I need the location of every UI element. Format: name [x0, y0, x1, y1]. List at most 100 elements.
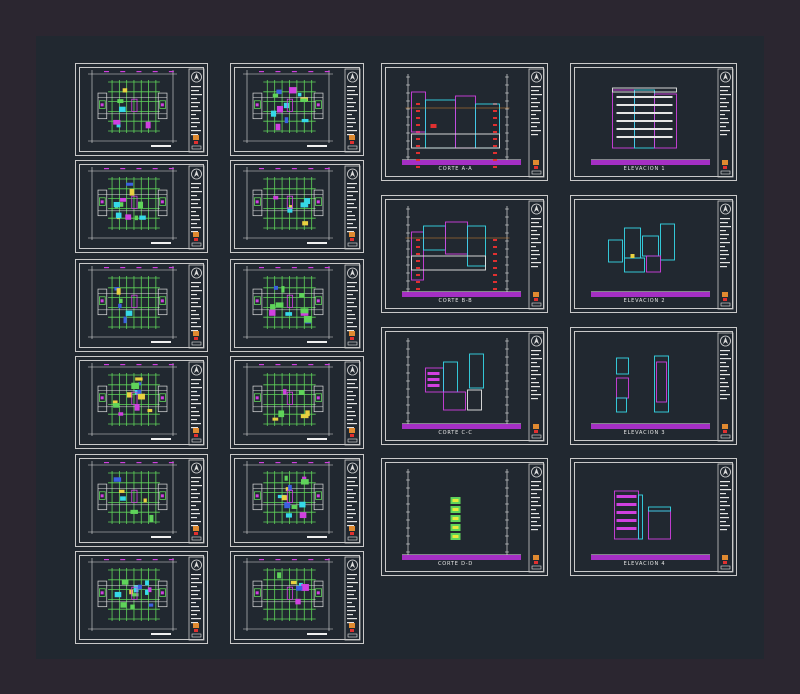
floor-plan-sheet — [75, 356, 208, 449]
sheet-drawing — [88, 556, 205, 641]
floor-plan — [88, 167, 177, 244]
title-block — [344, 556, 361, 641]
section-sheet: CORTE A-A — [381, 63, 548, 181]
title-block — [344, 68, 361, 153]
floor-plan — [243, 266, 333, 343]
title-block — [528, 332, 545, 442]
section-title: CORTE C-C — [438, 430, 473, 436]
sheet-drawing — [402, 68, 545, 178]
sheet-drawing — [402, 463, 545, 573]
floor-plan-sheet — [230, 356, 364, 449]
sheet-frame — [79, 458, 204, 543]
model-space: CORTE A-A CORTE B-B CORTE C-C CORTE D-D ELEV… — [36, 36, 764, 659]
sheet-drawing — [243, 556, 361, 641]
floor-plan-sheet — [230, 160, 364, 253]
sheet-frame — [385, 67, 544, 177]
title-block — [188, 361, 205, 446]
section-title: CORTE B-B — [438, 298, 473, 304]
title-block — [717, 200, 734, 310]
elevation-title: ELEVACION 1 — [623, 166, 666, 172]
elevation-drawing — [591, 223, 710, 297]
sheet-drawing — [591, 200, 734, 310]
sheet-drawing — [243, 264, 361, 349]
sheet-frame — [79, 555, 204, 640]
floor-plan-sheet — [230, 551, 364, 644]
elevation-title: ELEVACION 3 — [623, 430, 666, 436]
section-title: CORTE D-D — [437, 561, 474, 567]
sheet-drawing — [243, 361, 361, 446]
title-block — [528, 463, 545, 573]
sheet-drawing — [88, 68, 205, 153]
floor-plan-sheet — [230, 63, 364, 156]
sheet-drawing — [591, 463, 734, 573]
elevation-sheet: ELEVACION 4 — [570, 458, 737, 576]
sheet-frame — [234, 360, 360, 445]
sheet-drawing — [88, 361, 205, 446]
elevation-drawing — [591, 355, 710, 429]
section-drawing — [402, 469, 521, 560]
title-block — [344, 459, 361, 544]
sheet-frame — [234, 555, 360, 640]
sheet-drawing — [591, 68, 734, 178]
title-block — [188, 68, 205, 153]
section-sheet: CORTE B-B — [381, 195, 548, 313]
sheet-drawing — [243, 68, 361, 153]
title-block — [344, 165, 361, 250]
sheet-drawing — [88, 165, 205, 250]
sheet-frame — [385, 331, 544, 441]
sheet-frame — [234, 164, 360, 249]
sheet-frame — [79, 67, 204, 152]
section-title: CORTE A-A — [438, 166, 473, 172]
elevation-sheet: ELEVACION 2 — [570, 195, 737, 313]
title-block — [188, 264, 205, 349]
title-block — [717, 463, 734, 573]
sheet-frame — [574, 331, 733, 441]
sheet-frame — [574, 462, 733, 572]
elevation-drawing — [591, 87, 710, 165]
sheet-frame — [79, 164, 204, 249]
elevation-title: ELEVACION 4 — [623, 561, 666, 567]
floor-plan-sheet — [75, 259, 208, 352]
sheet-frame — [234, 67, 360, 152]
floor-plan — [88, 558, 177, 635]
sheet-frame — [234, 458, 360, 543]
elevation-title: ELEVACION 2 — [623, 298, 666, 304]
sheet-drawing — [591, 332, 734, 442]
sheet-drawing — [402, 200, 545, 310]
elevation-sheet: ELEVACION 1 — [570, 63, 737, 181]
section-drawing — [402, 338, 521, 429]
floor-plan-sheet — [75, 551, 208, 644]
section-sheet: CORTE D-D — [381, 458, 548, 576]
sheet-frame — [234, 263, 360, 348]
floor-plan — [243, 167, 333, 244]
floor-plan-sheet — [230, 259, 364, 352]
title-block — [344, 361, 361, 446]
sheet-drawing — [243, 459, 361, 544]
floor-plan-sheet — [75, 454, 208, 547]
sheet-drawing — [243, 165, 361, 250]
floor-plan — [88, 363, 177, 440]
sheet-frame — [574, 199, 733, 309]
sheet-drawing — [88, 459, 205, 544]
title-block — [717, 332, 734, 442]
sheet-frame — [385, 462, 544, 572]
title-block — [717, 68, 734, 178]
title-block — [344, 264, 361, 349]
section-drawing — [402, 74, 521, 168]
title-block — [188, 165, 205, 250]
floor-plan — [243, 363, 333, 440]
sheet-frame — [574, 67, 733, 177]
sheet-frame — [79, 360, 204, 445]
floor-plan — [243, 461, 333, 538]
floor-plan-sheet — [75, 160, 208, 253]
floor-plan — [88, 461, 177, 538]
elevation-drawing — [591, 490, 710, 560]
title-block — [188, 556, 205, 641]
floor-plan — [243, 70, 333, 147]
title-block — [528, 68, 545, 178]
section-drawing — [402, 206, 521, 297]
title-block — [528, 200, 545, 310]
floor-plan-sheet — [75, 63, 208, 156]
floor-plan-sheet — [230, 454, 364, 547]
elevation-sheet: ELEVACION 3 — [570, 327, 737, 445]
